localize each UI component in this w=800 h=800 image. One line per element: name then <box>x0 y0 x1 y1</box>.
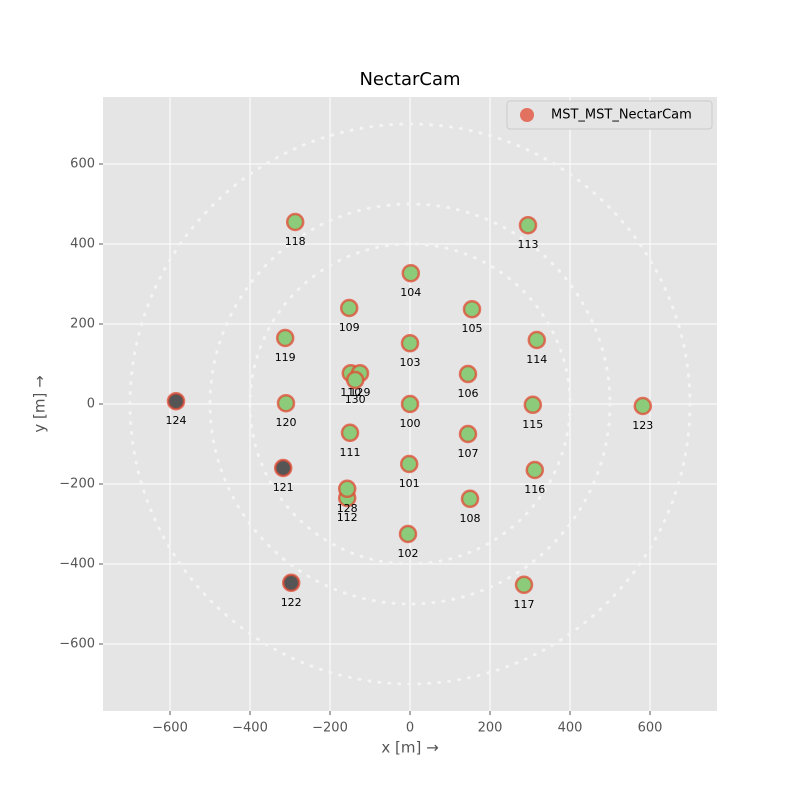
point-label: 121 <box>273 481 294 494</box>
point <box>166 391 186 411</box>
point-label: 102 <box>398 547 419 560</box>
point <box>518 215 538 235</box>
y-axis-label: y [m] → <box>31 375 49 432</box>
point-label: 120 <box>276 416 297 429</box>
point <box>399 454 419 474</box>
point-label: 110 <box>340 386 361 399</box>
x-tick-label: 400 <box>558 721 583 736</box>
point-label: 104 <box>400 286 421 299</box>
point <box>285 212 305 232</box>
ring <box>248 242 572 566</box>
point-label: 107 <box>458 447 479 460</box>
y-tick-label: 400 <box>70 237 95 252</box>
point <box>340 423 360 443</box>
point <box>345 370 365 390</box>
y-tick-label: −200 <box>59 477 95 492</box>
point-label: 123 <box>632 419 653 432</box>
point <box>458 364 478 384</box>
point-label: 114 <box>526 353 547 366</box>
point-label: 111 <box>340 446 361 459</box>
point <box>400 394 420 414</box>
point <box>523 395 543 415</box>
point-label: 103 <box>400 356 421 369</box>
point-label: 106 <box>458 387 479 400</box>
point-label: 112 <box>337 511 358 524</box>
ring <box>208 202 612 606</box>
point <box>337 479 357 499</box>
point <box>460 489 480 509</box>
point-label: 116 <box>524 483 545 496</box>
point <box>276 393 296 413</box>
point <box>525 460 545 480</box>
point-label: 115 <box>522 418 543 431</box>
chart-title: NectarCam <box>359 69 460 90</box>
y-tick-label: −600 <box>59 637 95 652</box>
point <box>339 298 359 318</box>
point-label: 117 <box>514 598 535 611</box>
point <box>400 333 420 353</box>
point-label: 119 <box>275 351 296 364</box>
point <box>462 299 482 319</box>
x-axis-label: x [m] → <box>381 739 438 757</box>
point-label: 105 <box>462 322 483 335</box>
legend-box <box>506 100 713 130</box>
y-tick-label: 600 <box>70 157 95 172</box>
point-label: 113 <box>518 238 539 251</box>
point <box>633 396 653 416</box>
point <box>458 424 478 444</box>
point-label: 122 <box>281 596 302 609</box>
x-tick-label: 200 <box>478 721 503 736</box>
x-tick-label: −400 <box>232 721 268 736</box>
y-tick-label: 200 <box>70 317 95 332</box>
point-label: 108 <box>460 512 481 525</box>
y-tick-label: −400 <box>59 557 95 572</box>
point-label: 118 <box>285 235 306 248</box>
point <box>398 524 418 544</box>
point-label: 129 <box>350 386 371 399</box>
x-tick-label: 600 <box>638 721 663 736</box>
point <box>401 263 421 283</box>
point <box>273 458 293 478</box>
x-tick-label: −200 <box>312 721 348 736</box>
point-label: 124 <box>166 414 187 427</box>
point <box>281 573 301 593</box>
point-label: 101 <box>399 477 420 490</box>
point-label: 109 <box>339 321 360 334</box>
legend-label: MST_MST_NectarCam <box>551 108 692 123</box>
x-tick-label: −600 <box>152 721 188 736</box>
y-tick-label: 0 <box>87 397 95 412</box>
point-label: 128 <box>337 502 358 515</box>
point <box>275 328 295 348</box>
ring <box>128 122 692 686</box>
point-label: 100 <box>400 417 421 430</box>
point-label: 130 <box>345 393 366 406</box>
point <box>527 330 547 350</box>
legend-marker <box>520 108 534 122</box>
x-tick-label: 0 <box>406 721 414 736</box>
point <box>514 575 534 595</box>
